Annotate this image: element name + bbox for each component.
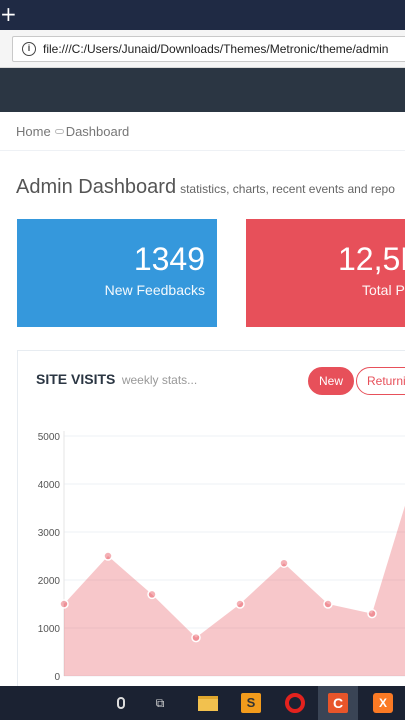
portlet-subtitle: weekly stats...: [121, 373, 198, 387]
portlet-caption: SITE VISITS: [36, 371, 116, 387]
stat-value: 12,5M: [338, 241, 405, 277]
data-point: [191, 632, 201, 643]
url-text[interactable]: file:///C:/Users/Junaid/Downloads/Themes…: [43, 42, 389, 56]
breadcrumb-separator-icon: [54, 129, 64, 135]
data-point: [235, 599, 245, 609]
taskbar: ⧉ S C X: [0, 686, 405, 720]
xampp-icon[interactable]: X: [372, 686, 394, 720]
site-visits-portlet: SITE VISITS weekly stats... New Returnin…: [17, 350, 405, 686]
new-tab-button[interactable]: +: [0, 2, 17, 26]
task-view-icon[interactable]: ⧉: [155, 695, 165, 710]
info-icon[interactable]: i: [22, 42, 36, 56]
y-tick-label: 5000: [38, 432, 61, 443]
data-point: [59, 599, 69, 609]
data-point: [367, 608, 377, 619]
opera-browser-icon[interactable]: [283, 686, 307, 720]
page-content: Home Dashboard Admin Dashboard statistics,…: [0, 112, 405, 686]
new-visits-button[interactable]: New: [308, 367, 355, 395]
cpanel-icon[interactable]: C: [318, 686, 358, 720]
page-subtitle: statistics, charts, recent events and re…: [180, 182, 395, 196]
data-point: [103, 551, 113, 561]
returning-visits-button[interactable]: Returnin: [356, 367, 405, 395]
page-title: Admin Dashboard statistics, charts, recen…: [16, 176, 395, 199]
y-tick-label: 2000: [38, 576, 61, 587]
y-tick-label: 3000: [38, 528, 61, 539]
breadcrumb-current: Dashboard: [65, 124, 130, 139]
y-tick-label: 1000: [38, 624, 61, 635]
address-bar: i file:///C:/Users/Junaid/Downloads/Them…: [0, 30, 405, 68]
stat-label: Total P: [362, 282, 405, 298]
breadcrumb: Home Dashboard: [16, 124, 129, 139]
stat-value: 1349: [133, 241, 205, 277]
data-point: [279, 558, 289, 568]
sublime-text-icon[interactable]: S: [240, 686, 262, 720]
data-point: [323, 599, 333, 609]
microphone-icon[interactable]: [111, 686, 131, 720]
y-tick-label: 4000: [38, 480, 61, 491]
stat-label: New Feedbacks: [104, 282, 205, 298]
portlet-title: SITE VISITS weekly stats...: [36, 371, 197, 389]
stat-card-total[interactable]: 12,5M Total P: [246, 219, 405, 327]
page-title-text: Admin Dashboard: [16, 176, 177, 198]
area-fill: [64, 505, 405, 676]
app-header: [0, 68, 405, 112]
file-explorer-icon[interactable]: [197, 686, 219, 720]
stat-card-feedbacks[interactable]: 1349 New Feedbacks: [17, 219, 217, 327]
divider: [0, 150, 405, 151]
data-point: [147, 589, 157, 600]
browser-tab-strip: +: [0, 0, 405, 30]
breadcrumb-home-link[interactable]: Home: [16, 124, 51, 139]
url-field[interactable]: i file:///C:/Users/Junaid/Downloads/Them…: [12, 36, 405, 62]
y-tick-label: 0: [54, 672, 60, 683]
site-visits-chart: 0 1000 2000 3000 4000 5000: [38, 431, 405, 683]
